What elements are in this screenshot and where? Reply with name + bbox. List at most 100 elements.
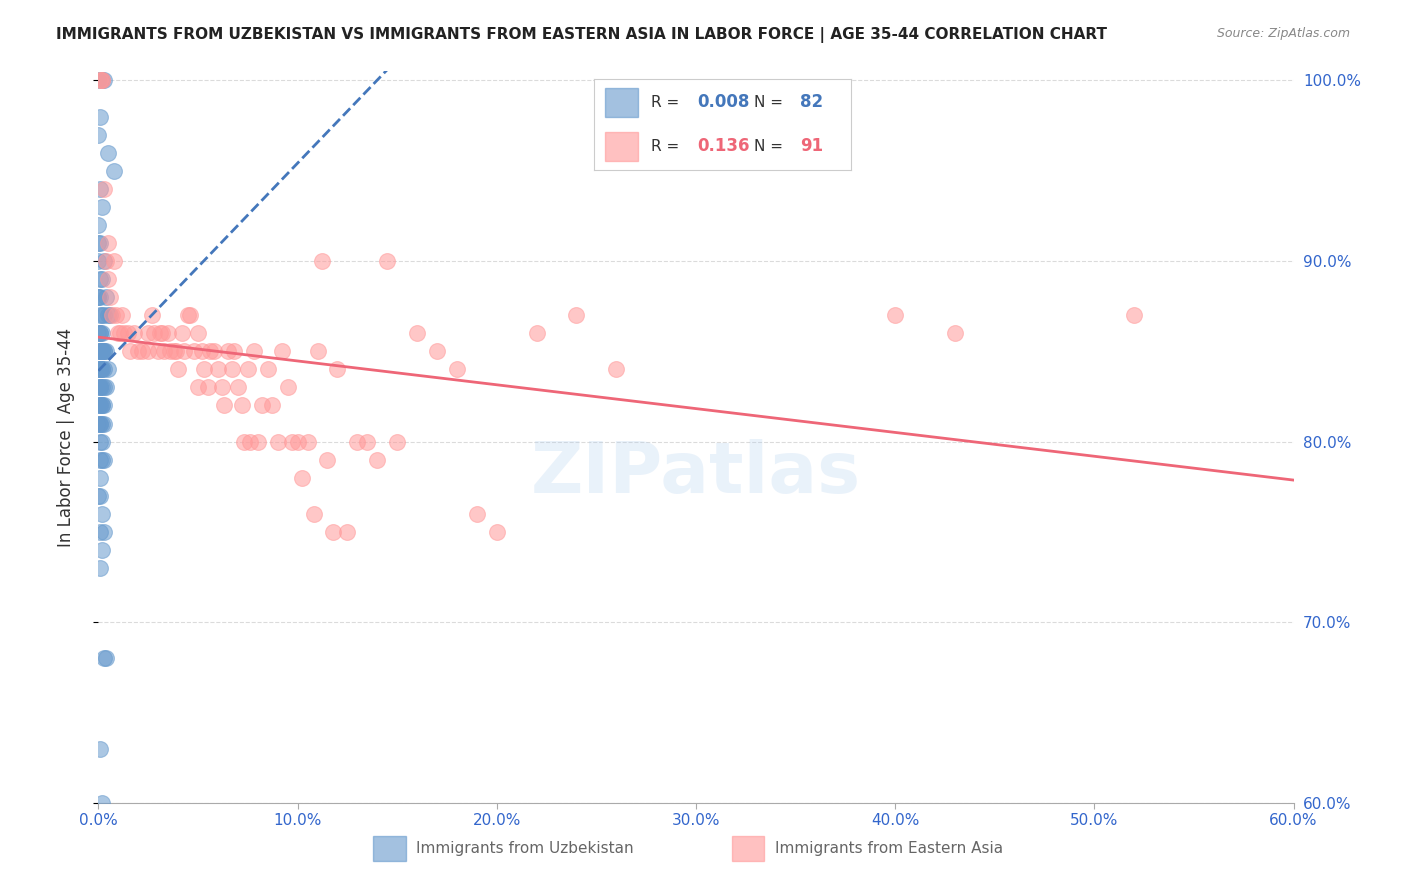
- Point: [89, 417, 111, 431]
- Point: [89, 741, 111, 756]
- Point: [91, 452, 114, 467]
- Point: [91, 507, 114, 521]
- Point: [89, 344, 111, 359]
- Point: [222, 344, 245, 359]
- Point: [110, 326, 132, 341]
- Point: [426, 344, 449, 359]
- Point: [89, 362, 111, 376]
- Point: [93, 344, 115, 359]
- Point: [153, 344, 176, 359]
- Point: [260, 399, 283, 413]
- Point: [93, 344, 115, 359]
- Point: [89, 434, 111, 449]
- Point: [191, 344, 214, 359]
- Point: [311, 254, 333, 268]
- Point: [183, 344, 205, 359]
- Point: [270, 344, 292, 359]
- Point: [148, 344, 170, 359]
- Point: [89, 380, 111, 394]
- Point: [167, 362, 190, 376]
- Point: [179, 308, 201, 322]
- Point: [212, 399, 235, 413]
- Point: [87, 417, 110, 431]
- Point: [103, 163, 125, 178]
- Point: [89, 326, 111, 341]
- Point: [280, 434, 302, 449]
- Point: [163, 344, 186, 359]
- Point: [97, 235, 120, 250]
- Point: [89, 110, 111, 124]
- Point: [91, 399, 114, 413]
- Point: [136, 344, 159, 359]
- Point: [91, 344, 114, 359]
- Point: [91, 73, 114, 87]
- Point: [93, 380, 115, 394]
- Point: [91, 543, 114, 558]
- Point: [91, 434, 114, 449]
- Point: [93, 651, 115, 665]
- Point: [87, 218, 110, 232]
- Point: [97, 308, 120, 322]
- Point: [217, 344, 239, 359]
- Point: [91, 362, 114, 376]
- Point: [107, 326, 129, 341]
- Point: [89, 290, 111, 304]
- Point: [91, 344, 114, 359]
- Point: [91, 399, 114, 413]
- Y-axis label: In Labor Force | Age 35-44: In Labor Force | Age 35-44: [56, 327, 75, 547]
- Point: [385, 434, 409, 449]
- Point: [287, 434, 309, 449]
- Point: [277, 380, 299, 394]
- Point: [465, 507, 488, 521]
- Point: [93, 362, 115, 376]
- Point: [943, 326, 966, 341]
- Point: [89, 344, 111, 359]
- Point: [87, 399, 110, 413]
- Point: [346, 434, 368, 449]
- Point: [89, 417, 111, 431]
- Point: [267, 434, 290, 449]
- Point: [93, 73, 115, 87]
- Point: [89, 362, 111, 376]
- Point: [91, 73, 114, 87]
- Point: [111, 308, 134, 322]
- Point: [93, 524, 115, 539]
- Point: [89, 326, 111, 341]
- Text: ZIPatlas: ZIPatlas: [531, 439, 860, 508]
- Point: [87, 362, 110, 376]
- Point: [141, 308, 163, 322]
- Point: [96, 344, 118, 359]
- Point: [89, 561, 111, 575]
- Point: [93, 452, 115, 467]
- Point: [97, 272, 120, 286]
- Point: [157, 326, 180, 341]
- Point: [150, 326, 173, 341]
- Point: [165, 344, 187, 359]
- Point: [89, 235, 111, 250]
- Point: [246, 434, 269, 449]
- Point: [101, 308, 124, 322]
- Point: [91, 73, 114, 87]
- Text: Source: ZipAtlas.com: Source: ZipAtlas.com: [1216, 27, 1350, 40]
- Point: [446, 362, 468, 376]
- Point: [105, 308, 128, 322]
- Point: [91, 344, 114, 359]
- Point: [89, 524, 111, 539]
- Point: [149, 326, 172, 341]
- Point: [187, 326, 209, 341]
- Point: [91, 308, 114, 322]
- Point: [98, 308, 122, 322]
- Point: [172, 326, 194, 341]
- Point: [93, 417, 115, 431]
- Point: [250, 399, 273, 413]
- Point: [526, 326, 548, 341]
- Point: [232, 434, 254, 449]
- Point: [89, 452, 111, 467]
- Point: [91, 362, 114, 376]
- Point: [87, 290, 110, 304]
- Point: [605, 362, 627, 376]
- Point: [87, 290, 110, 304]
- Point: [89, 344, 111, 359]
- Point: [89, 489, 111, 503]
- Point: [291, 471, 314, 485]
